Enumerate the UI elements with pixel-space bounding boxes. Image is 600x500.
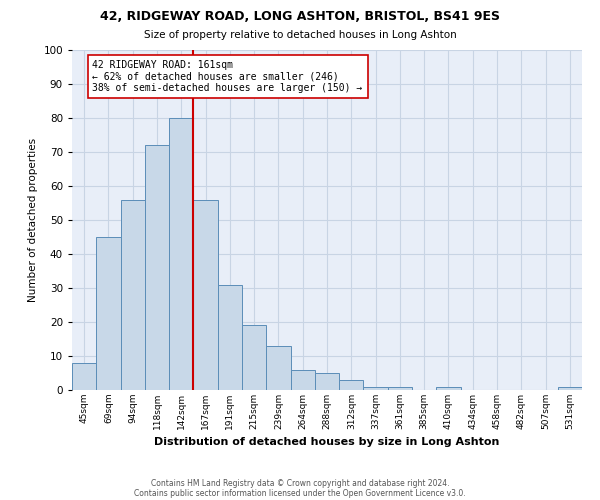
- Bar: [193, 200, 218, 390]
- Text: Contains public sector information licensed under the Open Government Licence v3: Contains public sector information licen…: [134, 488, 466, 498]
- Bar: [218, 284, 242, 390]
- Bar: [315, 373, 339, 390]
- Y-axis label: Number of detached properties: Number of detached properties: [28, 138, 38, 302]
- Bar: [242, 326, 266, 390]
- Bar: [290, 370, 315, 390]
- Text: 42 RIDGEWAY ROAD: 161sqm
← 62% of detached houses are smaller (246)
38% of semi-: 42 RIDGEWAY ROAD: 161sqm ← 62% of detach…: [92, 60, 362, 94]
- Bar: [72, 363, 96, 390]
- Bar: [436, 386, 461, 390]
- Bar: [339, 380, 364, 390]
- Bar: [121, 200, 145, 390]
- Bar: [96, 237, 121, 390]
- Bar: [169, 118, 193, 390]
- Bar: [364, 386, 388, 390]
- Bar: [388, 386, 412, 390]
- Bar: [145, 145, 169, 390]
- Text: Contains HM Land Registry data © Crown copyright and database right 2024.: Contains HM Land Registry data © Crown c…: [151, 478, 449, 488]
- Text: Size of property relative to detached houses in Long Ashton: Size of property relative to detached ho…: [143, 30, 457, 40]
- Bar: [558, 386, 582, 390]
- X-axis label: Distribution of detached houses by size in Long Ashton: Distribution of detached houses by size …: [154, 438, 500, 448]
- Text: 42, RIDGEWAY ROAD, LONG ASHTON, BRISTOL, BS41 9ES: 42, RIDGEWAY ROAD, LONG ASHTON, BRISTOL,…: [100, 10, 500, 23]
- Bar: [266, 346, 290, 390]
